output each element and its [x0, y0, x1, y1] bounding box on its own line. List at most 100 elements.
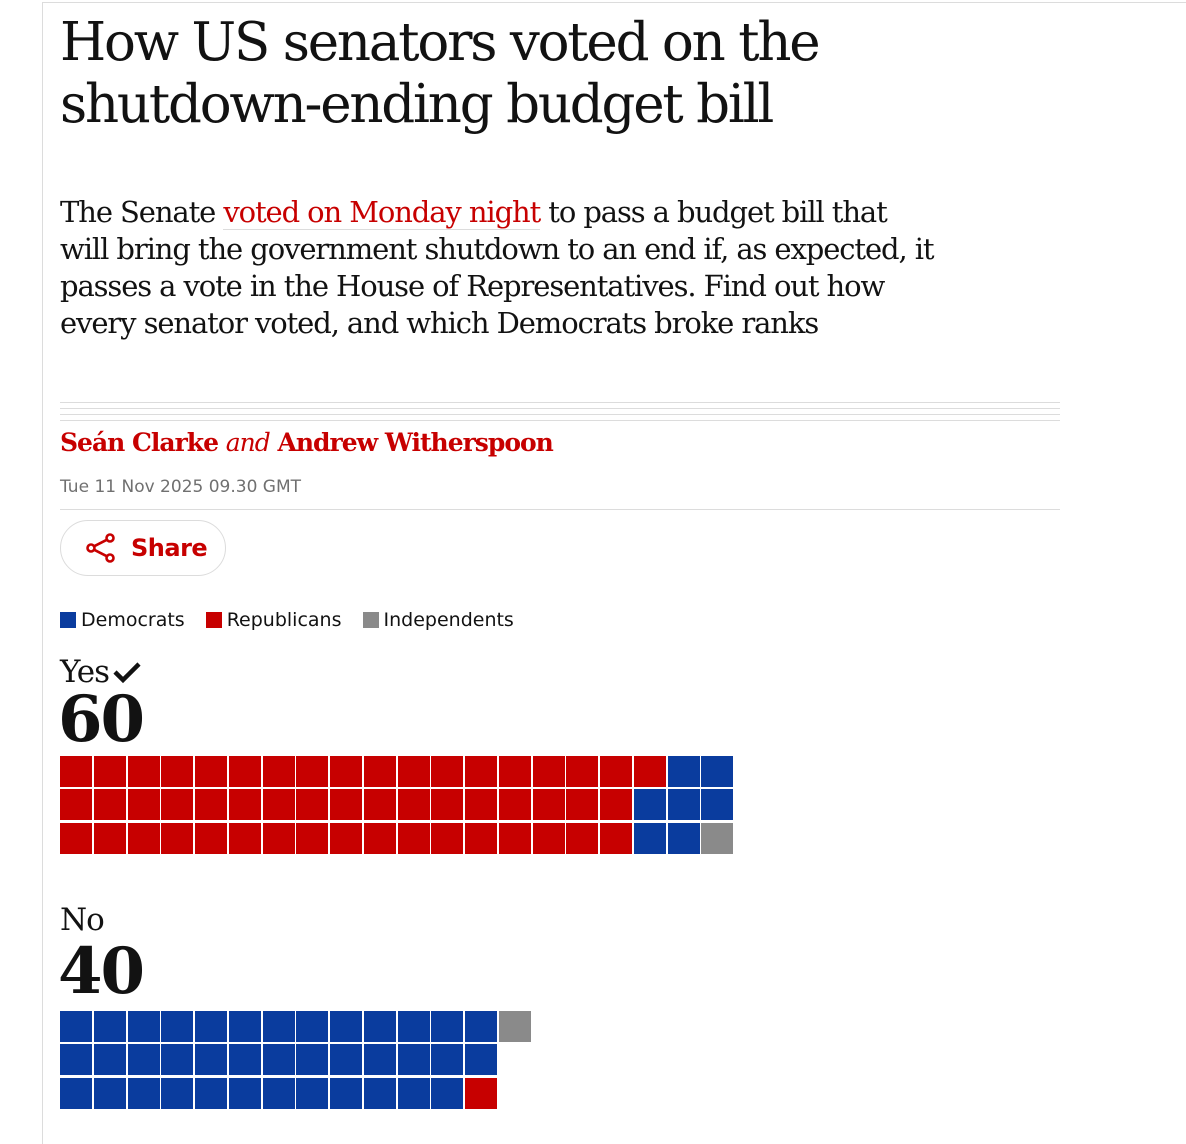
no-senator-cell-democrat [363, 1077, 396, 1109]
share-button[interactable]: Share [60, 520, 226, 576]
yes-senator-cell-republican [330, 822, 362, 854]
no-senator-cell-democrat [161, 1044, 194, 1076]
no-senator-cell-democrat [228, 1077, 261, 1109]
headline: How US senators voted on the shutdown-en… [60, 12, 821, 135]
yes-senator-cell-republican [262, 756, 295, 787]
yes-senator-cell-republican [228, 789, 261, 821]
republicans-swatch [205, 612, 222, 628]
yes-label: Yes [60, 654, 141, 690]
yes-senator-cell-republican [465, 822, 497, 854]
yes-senator-cell-republican [161, 756, 194, 787]
no-senator-cell-republican [465, 1077, 497, 1109]
no-senator-cell-democrat [397, 1077, 430, 1109]
yes-senator-cell-democrat [667, 756, 700, 787]
no-senator-cell-democrat [228, 1011, 261, 1042]
yes-senator-cell-democrat [667, 822, 700, 854]
yes-senator-cell-republican [195, 822, 227, 854]
no-senator-cell-democrat [296, 1011, 329, 1042]
yes-senator-cell-republican [228, 822, 261, 854]
standfirst-text-after: to pass a budget bill that will bring th… [60, 195, 935, 340]
no-label: No [60, 902, 105, 938]
no-senator-cell-democrat [93, 1011, 126, 1042]
yes-senator-cell-republican [228, 756, 261, 787]
yes-senator-cell-republican [363, 822, 396, 854]
no-senator-cell-democrat [195, 1044, 227, 1076]
no-senator-cell-democrat [228, 1044, 261, 1076]
share-icon [85, 532, 117, 564]
no-senator-cell-democrat [431, 1011, 464, 1042]
no-senator-cell-democrat [363, 1011, 396, 1042]
author-andrew-witherspoon-link[interactable]: Andrew Witherspoon [277, 428, 553, 457]
no-senator-cell-democrat [363, 1044, 396, 1076]
checkmark-icon [113, 662, 141, 684]
yes-senator-cell-republican [566, 756, 599, 787]
no-senator-cell-democrat [60, 1044, 92, 1076]
chart-legend: Democrats Republicans Independents [60, 609, 535, 631]
legend-democrats-label: Democrats [81, 609, 185, 631]
top-border [42, 2, 1186, 3]
yes-senator-cell-democrat [633, 822, 666, 854]
publication-date: Tue 11 Nov 2025 09.30 GMT [60, 477, 302, 497]
yes-senator-cell-republican [330, 789, 362, 821]
yes-senator-cell-republican [600, 822, 632, 854]
byline-and: and [225, 428, 271, 457]
no-senator-cell-democrat [330, 1077, 362, 1109]
yes-senator-cell-independent [701, 822, 734, 854]
yes-senator-cell-republican [397, 756, 430, 787]
yes-senator-cell-republican [127, 822, 160, 854]
yes-senator-cell-democrat [667, 789, 700, 821]
yes-senator-cell-republican [127, 789, 160, 821]
yes-senator-cell-republican [93, 822, 126, 854]
yes-senator-cell-republican [363, 789, 396, 821]
no-senator-cell-democrat [465, 1044, 497, 1076]
yes-senator-cell-republican [161, 822, 194, 854]
yes-senator-cell-republican [60, 789, 92, 821]
left-border [42, 2, 43, 1144]
no-senator-cell-democrat [127, 1011, 160, 1042]
no-senator-cell-democrat [161, 1011, 194, 1042]
no-label-text: No [60, 902, 105, 938]
no-senator-cell-democrat [93, 1077, 126, 1109]
yes-senator-cell-democrat [701, 756, 734, 787]
no-senator-cell-democrat [296, 1077, 329, 1109]
yes-senator-cell-republican [465, 756, 497, 787]
standfirst: The Senate voted on Monday night to pass… [60, 194, 940, 342]
legend-independents-label: Independents [383, 609, 514, 631]
yes-senator-cell-democrat [633, 789, 666, 821]
yes-senator-cell-republican [600, 756, 632, 787]
yes-senator-cell-republican [532, 756, 565, 787]
yes-senator-cell-republican [431, 789, 464, 821]
yes-count: 60 [58, 682, 145, 757]
meta-divider [60, 509, 1060, 510]
no-senator-cell-democrat [397, 1011, 430, 1042]
yes-senator-cell-republican [161, 789, 194, 821]
yes-senator-cell-republican [498, 789, 531, 821]
no-senator-cell-democrat [60, 1011, 92, 1042]
yes-senator-cell-republican [397, 822, 430, 854]
byline: Seán Clarke and Andrew Witherspoon [60, 425, 554, 461]
no-senator-cell-democrat [465, 1011, 497, 1042]
yes-senator-cell-republican [195, 789, 227, 821]
yes-senator-cell-republican [93, 789, 126, 821]
no-senator-cell-democrat [262, 1011, 295, 1042]
yes-senator-cell-republican [566, 789, 599, 821]
no-senator-cell-democrat [161, 1077, 194, 1109]
author-sean-clarke-link[interactable]: Seán Clarke [60, 428, 219, 457]
no-senator-cell-democrat [195, 1011, 227, 1042]
no-senator-cell-independent [498, 1011, 531, 1042]
yes-senator-cell-republican [363, 756, 396, 787]
no-senator-cell-democrat [127, 1044, 160, 1076]
legend-democrats: Democrats [60, 609, 185, 631]
no-senator-cell-democrat [127, 1077, 160, 1109]
no-senator-cell-democrat [93, 1044, 126, 1076]
yes-senator-cell-republican [60, 756, 92, 787]
yes-senator-cell-republican [498, 822, 531, 854]
voted-on-monday-link[interactable]: voted on Monday night [223, 195, 541, 230]
legend-independents: Independents [362, 609, 514, 631]
yes-senator-cell-republican [397, 789, 430, 821]
independents-swatch [362, 612, 379, 628]
yes-senator-cell-republican [532, 789, 565, 821]
yes-senator-cell-republican [296, 822, 329, 854]
yes-senator-cell-republican [195, 756, 227, 787]
yes-senator-cell-republican [330, 756, 362, 787]
